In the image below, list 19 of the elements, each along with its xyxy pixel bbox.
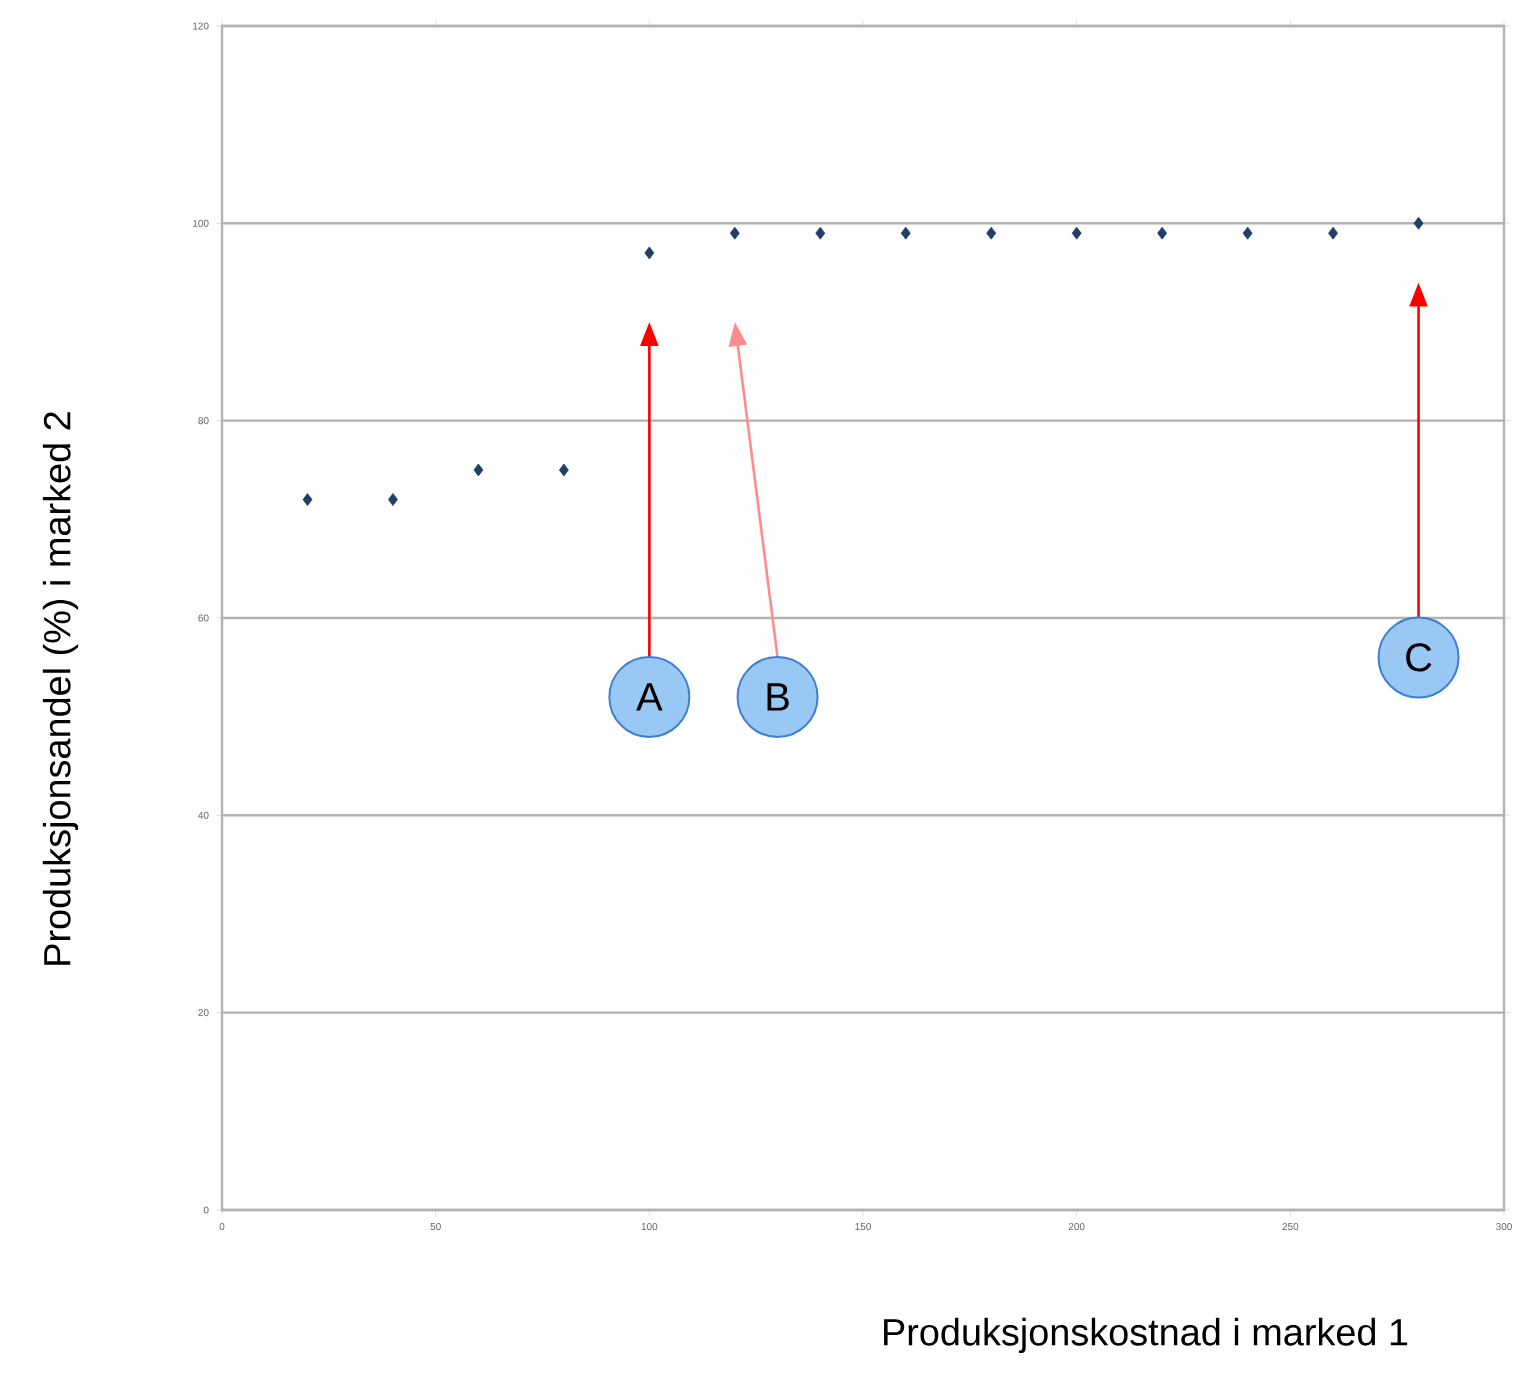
point <box>388 493 398 506</box>
point <box>644 246 655 260</box>
y-axis-title: Produksjonsandel (%) i marked 2 <box>42 412 79 965</box>
point <box>558 463 569 477</box>
point <box>1071 226 1082 240</box>
point <box>815 226 826 240</box>
point <box>1242 226 1253 240</box>
annotation: C <box>1406 643 1432 672</box>
point <box>1328 226 1338 240</box>
point <box>900 226 911 240</box>
annotation: A <box>636 683 663 711</box>
point <box>729 226 740 240</box>
annotation: B <box>767 683 789 711</box>
point <box>986 226 997 240</box>
point <box>1157 226 1168 240</box>
x-axis-title: Produksjonskostnad i marked 1 <box>884 1317 1408 1354</box>
point <box>1413 216 1424 230</box>
point <box>302 493 313 506</box>
point <box>473 463 484 477</box>
